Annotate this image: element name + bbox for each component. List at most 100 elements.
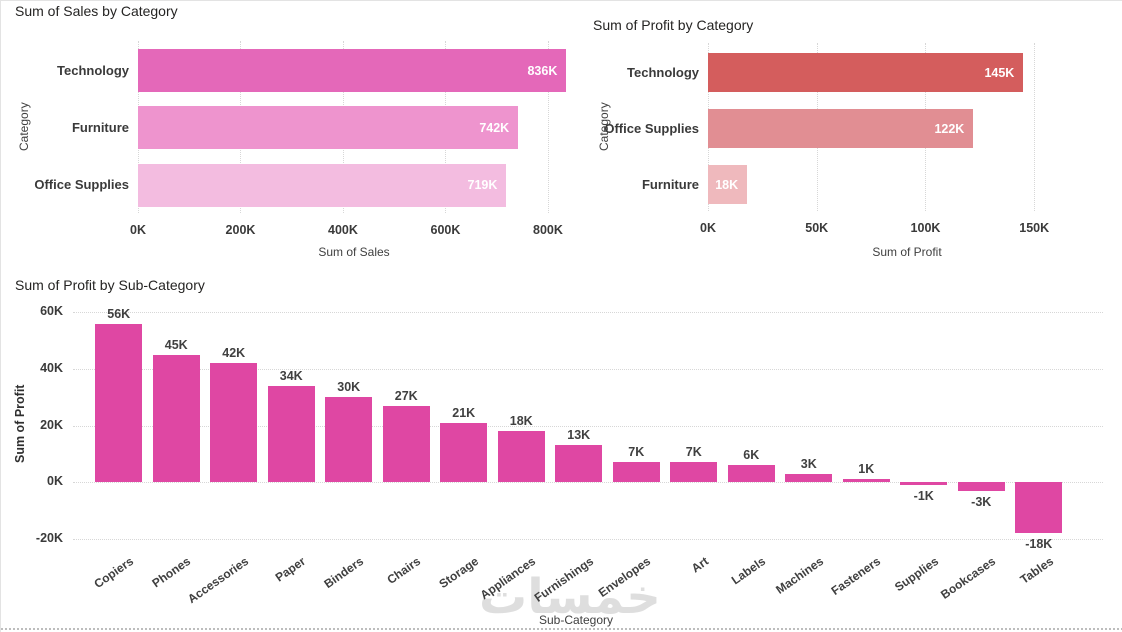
plot-area-profit-category: 145K 122K 18K: [708, 43, 1106, 211]
chart-profit-by-category: Sum of Profit by Category Category 145K 1…: [579, 1, 1122, 269]
data-label-appliances: 18K: [509, 414, 533, 429]
category-label-furniture: Furniture: [71, 119, 129, 135]
data-label-office-supplies: 719K: [467, 178, 498, 193]
gridline-150K: [1034, 43, 1036, 211]
category-label-office-supplies: Office Supplies: [604, 120, 699, 136]
canvas-bottom-dotted-border: [1, 628, 1122, 630]
x-tick-label-0K: 0K: [700, 221, 716, 235]
x-tick-label-800K: 800K: [532, 223, 563, 237]
y-tick-label-60K: 60K: [40, 304, 63, 319]
data-label-bookcases: -3K: [971, 494, 992, 509]
data-label-labels: 6K: [743, 448, 760, 463]
bar-machines[interactable]: [785, 473, 833, 483]
gridline-60K: [73, 312, 1103, 314]
gridline-800K: [547, 41, 549, 213]
data-label-furniture: 742K: [479, 120, 510, 135]
data-label-furnishings: 13K: [567, 428, 591, 443]
category-label-bookcases: Bookcases: [938, 554, 999, 602]
data-label-accessories: 42K: [222, 346, 246, 361]
category-label-machines: Machines: [772, 554, 826, 597]
bar-furniture[interactable]: 742K: [138, 106, 519, 150]
data-label-tables: -18K: [1025, 537, 1053, 552]
data-label-phones: 45K: [164, 337, 188, 352]
bar-copiers[interactable]: [95, 323, 143, 483]
gridline--20K: [73, 538, 1103, 540]
x-tick-label-0K: 0K: [130, 223, 146, 237]
category-label-technology: Technology: [57, 62, 129, 78]
bar-bookcases[interactable]: [957, 482, 1005, 491]
gridline-20K: [73, 425, 1103, 427]
x-tick-label-50K: 50K: [805, 221, 829, 235]
bar-furniture[interactable]: 18K: [708, 165, 748, 204]
chart-title-profit-by-category: Sum of Profit by Category: [593, 17, 754, 33]
y-tick-label-0K: 0K: [47, 474, 63, 489]
category-label-envelopes: Envelopes: [596, 554, 654, 600]
x-axis-title-sub-category: Sub-Category: [538, 613, 614, 627]
category-label-furnishings: Furnishings: [531, 554, 596, 605]
category-label-fasteners: Fasteners: [828, 554, 884, 598]
category-label-labels: Labels: [729, 554, 769, 588]
chart-title-profit-by-subcategory: Sum of Profit by Sub-Category: [15, 277, 205, 293]
category-label-paper: Paper: [272, 554, 309, 585]
data-label-fasteners: 1K: [858, 462, 875, 477]
data-label-binders: 30K: [337, 380, 361, 395]
bar-accessories[interactable]: [210, 363, 258, 483]
category-label-appliances: Appliances: [477, 554, 539, 603]
data-label-envelopes: 7K: [628, 445, 645, 460]
bar-office-supplies[interactable]: 122K: [708, 109, 974, 148]
bar-chairs[interactable]: [382, 405, 430, 483]
data-label-office-supplies: 122K: [934, 121, 965, 136]
plot-area-profit-subcategory: [73, 301, 1103, 546]
category-label-chairs: Chairs: [384, 554, 424, 587]
chart-sales-by-category: Sum of Sales by Category Category 836K 74…: [1, 1, 576, 269]
x-axis-title-sum-of-profit: Sum of Profit: [872, 245, 942, 259]
data-label-storage: 21K: [452, 405, 476, 420]
data-label-copiers: 56K: [107, 306, 131, 321]
gridline-0K: [73, 482, 1103, 484]
bar-tables[interactable]: [1015, 482, 1063, 534]
category-label-art: Art: [688, 554, 711, 576]
category-label-office-supplies: Office Supplies: [34, 177, 129, 193]
x-tick-label-100K: 100K: [910, 221, 941, 235]
category-label-technology: Technology: [627, 64, 699, 80]
bar-technology[interactable]: 145K: [708, 53, 1024, 92]
category-label-supplies: Supplies: [891, 554, 941, 595]
bar-envelopes[interactable]: [612, 462, 660, 483]
data-label-technology: 836K: [527, 63, 558, 78]
bar-appliances[interactable]: [497, 431, 545, 483]
bar-fasteners[interactable]: [842, 479, 890, 483]
x-tick-label-150K: 150K: [1019, 221, 1050, 235]
x-tick-label-200K: 200K: [225, 223, 256, 237]
bar-labels[interactable]: [727, 465, 775, 483]
bar-paper[interactable]: [267, 385, 315, 483]
data-label-technology: 145K: [984, 65, 1015, 80]
bar-furnishings[interactable]: [555, 445, 603, 483]
category-label-phones: Phones: [149, 554, 194, 591]
category-label-copiers: Copiers: [91, 554, 136, 592]
gridline-40K: [73, 368, 1103, 370]
data-label-machines: 3K: [800, 456, 817, 471]
data-label-supplies: -1K: [913, 489, 934, 504]
bar-technology[interactable]: 836K: [138, 49, 567, 92]
x-axis-title-sum-of-sales: Sum of Sales: [318, 245, 390, 259]
y-tick-label-20K: 20K: [40, 417, 63, 432]
data-label-chairs: 27K: [394, 388, 418, 403]
bar-art[interactable]: [670, 462, 718, 483]
watermark-text: خمسات: [479, 569, 661, 625]
chart-title-sales-by-category: Sum of Sales by Category: [15, 3, 178, 19]
bar-binders[interactable]: [325, 397, 373, 483]
data-label-paper: 34K: [279, 368, 303, 383]
x-tick-label-600K: 600K: [430, 223, 461, 237]
category-label-storage: Storage: [436, 554, 481, 592]
category-label-tables: Tables: [1017, 554, 1056, 587]
bar-office-supplies[interactable]: 719K: [138, 163, 507, 207]
chart-profit-by-subcategory: Sum of Profit by Sub-Category Sum of Pro…: [1, 271, 1122, 629]
bar-supplies[interactable]: [900, 482, 948, 486]
x-tick-label-400K: 400K: [328, 223, 358, 237]
data-label-furniture: 18K: [715, 177, 739, 192]
bar-storage[interactable]: [440, 422, 488, 483]
data-label-art: 7K: [685, 445, 702, 460]
bar-phones[interactable]: [152, 354, 200, 483]
category-label-furniture: Furniture: [641, 176, 699, 192]
